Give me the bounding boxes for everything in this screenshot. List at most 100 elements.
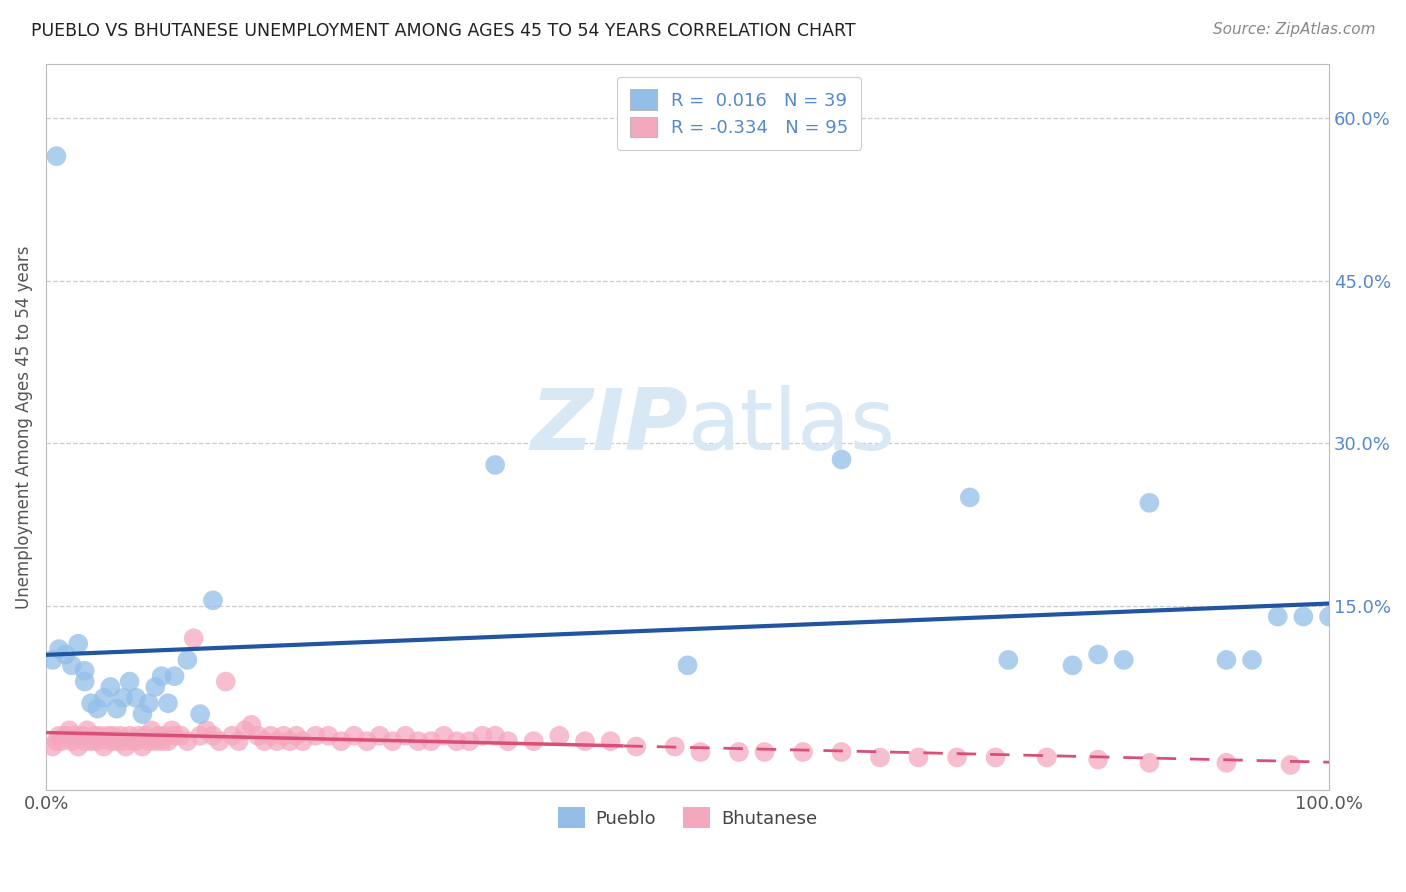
Point	[163, 729, 186, 743]
Text: atlas: atlas	[688, 385, 896, 468]
Point	[343, 729, 366, 743]
Point	[48, 642, 70, 657]
Point	[125, 734, 148, 748]
Point	[831, 452, 853, 467]
Legend: Pueblo, Bhutanese: Pueblo, Bhutanese	[551, 800, 825, 835]
Point	[55, 648, 77, 662]
Point	[266, 734, 288, 748]
Point	[458, 734, 481, 748]
Point	[253, 734, 276, 748]
Point	[420, 734, 443, 748]
Point	[67, 637, 90, 651]
Point	[233, 723, 256, 738]
Point	[984, 750, 1007, 764]
Point	[73, 674, 96, 689]
Point	[41, 653, 63, 667]
Point	[98, 734, 121, 748]
Point	[153, 729, 176, 743]
Point	[356, 734, 378, 748]
Point	[105, 734, 128, 748]
Point	[1241, 653, 1264, 667]
Point	[58, 723, 80, 738]
Point	[1267, 609, 1289, 624]
Point	[228, 734, 250, 748]
Point	[246, 729, 269, 743]
Point	[997, 653, 1019, 667]
Point	[70, 729, 93, 743]
Point	[304, 729, 326, 743]
Point	[946, 750, 969, 764]
Point	[188, 729, 211, 743]
Point	[330, 734, 353, 748]
Point	[240, 718, 263, 732]
Point	[215, 674, 238, 689]
Point	[626, 739, 648, 754]
Point	[101, 729, 124, 743]
Point	[150, 734, 173, 748]
Point	[86, 734, 108, 748]
Point	[471, 729, 494, 743]
Point	[41, 739, 63, 754]
Point	[150, 669, 173, 683]
Point	[1139, 756, 1161, 770]
Point	[80, 696, 103, 710]
Point	[728, 745, 751, 759]
Point	[183, 632, 205, 646]
Point	[122, 734, 145, 748]
Text: ZIP: ZIP	[530, 385, 688, 468]
Point	[318, 729, 340, 743]
Point	[664, 739, 686, 754]
Point	[278, 734, 301, 748]
Point	[523, 734, 546, 748]
Point	[1087, 753, 1109, 767]
Point	[51, 734, 73, 748]
Point	[221, 729, 243, 743]
Point	[959, 491, 981, 505]
Point	[80, 734, 103, 748]
Point	[599, 734, 621, 748]
Point	[1036, 750, 1059, 764]
Point	[1087, 648, 1109, 662]
Point	[143, 734, 166, 748]
Point	[496, 734, 519, 748]
Point	[48, 729, 70, 743]
Point	[1279, 758, 1302, 772]
Point	[1112, 653, 1135, 667]
Point	[176, 653, 198, 667]
Text: PUEBLO VS BHUTANESE UNEMPLOYMENT AMONG AGES 45 TO 54 YEARS CORRELATION CHART: PUEBLO VS BHUTANESE UNEMPLOYMENT AMONG A…	[31, 22, 856, 40]
Point	[55, 729, 77, 743]
Point	[754, 745, 776, 759]
Point	[76, 723, 98, 738]
Point	[195, 723, 218, 738]
Point	[201, 729, 224, 743]
Point	[208, 734, 231, 748]
Point	[291, 734, 314, 748]
Point	[138, 696, 160, 710]
Point	[1317, 609, 1340, 624]
Y-axis label: Unemployment Among Ages 45 to 54 years: Unemployment Among Ages 45 to 54 years	[15, 245, 32, 608]
Point	[831, 745, 853, 759]
Point	[406, 734, 429, 748]
Point	[394, 729, 416, 743]
Point	[98, 680, 121, 694]
Point	[676, 658, 699, 673]
Point	[869, 750, 891, 764]
Point	[188, 707, 211, 722]
Text: Source: ZipAtlas.com: Source: ZipAtlas.com	[1212, 22, 1375, 37]
Point	[1292, 609, 1315, 624]
Point	[163, 669, 186, 683]
Point	[170, 729, 193, 743]
Point	[1139, 496, 1161, 510]
Point	[73, 734, 96, 748]
Point	[112, 734, 135, 748]
Point	[105, 701, 128, 715]
Point	[484, 729, 506, 743]
Point	[484, 458, 506, 472]
Point	[381, 734, 404, 748]
Point	[907, 750, 929, 764]
Point	[176, 734, 198, 748]
Point	[792, 745, 814, 759]
Point	[157, 734, 180, 748]
Point	[114, 739, 136, 754]
Point	[131, 739, 153, 754]
